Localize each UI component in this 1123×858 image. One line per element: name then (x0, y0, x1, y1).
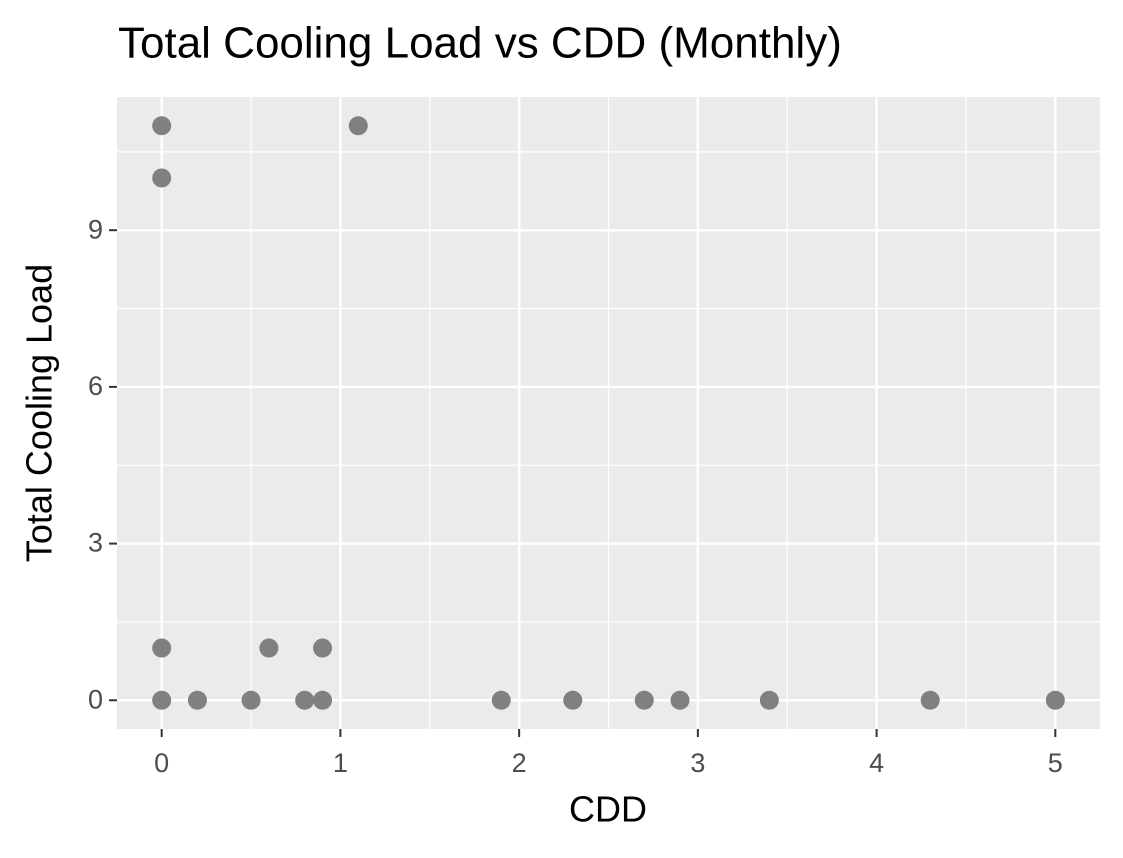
point (759, 690, 779, 710)
x-tick-label: 5 (1048, 748, 1063, 778)
y-tick-label: 0 (88, 684, 103, 714)
point (1045, 690, 1065, 710)
point (563, 690, 583, 710)
y-tick-label: 6 (88, 371, 103, 401)
point (152, 638, 172, 658)
point (152, 690, 172, 710)
point (259, 638, 279, 658)
x-tick-label: 2 (512, 748, 527, 778)
point (348, 116, 368, 136)
point (187, 690, 207, 710)
y-tick-label: 3 (88, 528, 103, 558)
point (295, 690, 315, 710)
point (634, 690, 654, 710)
point (152, 116, 172, 136)
x-tick-label: 3 (690, 748, 705, 778)
point (491, 690, 511, 710)
x-axis-title: CDD (569, 789, 647, 830)
x-tick-label: 1 (333, 748, 348, 778)
point (670, 690, 690, 710)
y-tick-label: 9 (88, 214, 103, 244)
point (152, 168, 172, 188)
x-tick-label: 4 (869, 748, 884, 778)
point (313, 638, 333, 658)
x-tick-label: 0 (154, 748, 169, 778)
point (241, 690, 261, 710)
point (313, 690, 333, 710)
y-axis-title: Total Cooling Load (19, 264, 60, 562)
point (920, 690, 940, 710)
chart-title: Total Cooling Load vs CDD (Monthly) (118, 19, 842, 68)
